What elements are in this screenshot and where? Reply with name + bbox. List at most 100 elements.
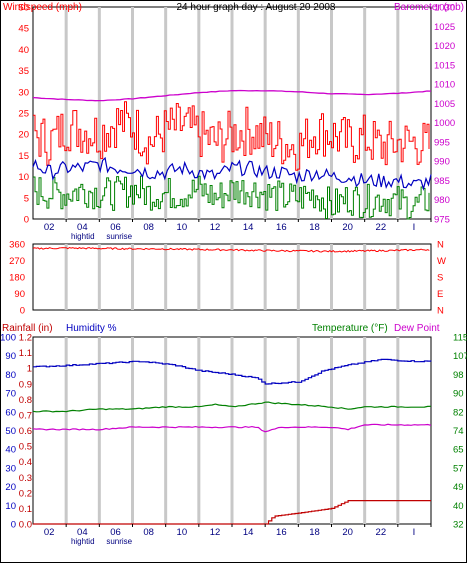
wind-y-tick-label: 40 xyxy=(18,45,29,56)
rainfall-axis-label: Rainfall (in) xyxy=(2,323,53,334)
temperature-y-tick-label: 82 xyxy=(453,407,464,418)
x-tick-label: 16 xyxy=(276,527,287,538)
x-tick-label: 12 xyxy=(210,527,221,538)
wind-y-tick-label: 20 xyxy=(18,130,29,141)
x-tick-label: 10 xyxy=(177,527,188,538)
wind-y-tick-label: 30 xyxy=(18,87,29,98)
compass-tick-label: W xyxy=(437,256,446,267)
baro-y-tick-label: 1025 xyxy=(434,22,455,33)
humidity-y-tick-label: 10 xyxy=(5,501,16,512)
x-tick-label: 10 xyxy=(177,222,188,233)
compass-tick-label: N xyxy=(437,306,444,317)
temperature-y-tick-label: 40 xyxy=(453,501,464,512)
baro-y-tick-label: 1030 xyxy=(434,3,455,14)
x-tick-label: I xyxy=(413,527,416,538)
rain-y-tick-label: 0.4 xyxy=(19,457,32,468)
sunrise-label: sunrise xyxy=(106,537,132,546)
chart-title: 24 hour graph day : August 20 2008 xyxy=(176,2,335,13)
rain-y-tick-label: 0.5 xyxy=(19,442,32,453)
compass-tick-label: S xyxy=(437,273,443,284)
x-tick-label: 08 xyxy=(143,527,154,538)
humidity-y-tick-label: 60 xyxy=(5,407,16,418)
rain-y-tick-label: 0.0 xyxy=(19,520,32,531)
temperature-y-tick-label: 90 xyxy=(453,389,464,400)
wind-y-tick-label: 50 xyxy=(18,3,29,14)
humidity-y-tick-label: 90 xyxy=(5,351,16,362)
series-temperature xyxy=(32,401,432,413)
x-tick-label: 22 xyxy=(376,527,387,538)
x-tick-label: 14 xyxy=(243,527,254,538)
x-tick-label: I xyxy=(413,222,416,233)
series-average xyxy=(32,156,432,191)
series-dewpoint xyxy=(32,423,432,433)
direction-y-tick-label: 270 xyxy=(9,256,25,267)
baro-y-tick-label: 1000 xyxy=(434,118,455,129)
x-tick-label: 18 xyxy=(309,222,320,233)
hightid-label: hightid xyxy=(71,232,95,241)
temperature-y-tick-label: 32 xyxy=(453,520,464,531)
humidity-y-tick-label: 70 xyxy=(5,389,16,400)
humidity-y-tick-label: 40 xyxy=(5,445,16,456)
x-tick-label: 04 xyxy=(77,527,88,538)
temperature-y-tick-label: 115 xyxy=(453,333,467,344)
hightid-label: hightid xyxy=(71,537,95,546)
wind-y-tick-label: 15 xyxy=(18,151,29,162)
wind-y-tick-label: 45 xyxy=(18,24,29,35)
x-tick-label: 02 xyxy=(44,527,55,538)
rain-y-tick-label: 0.9 xyxy=(19,379,32,390)
dewpoint-axis-label: Dew Point xyxy=(394,323,440,334)
x-tick-label: 08 xyxy=(143,222,154,233)
x-tick-label: 06 xyxy=(110,222,121,233)
rain-y-tick-label: 0.6 xyxy=(19,426,32,437)
baro-y-tick-label: 980 xyxy=(434,195,450,206)
wind-y-tick-label: 10 xyxy=(18,172,29,183)
compass-tick-label: E xyxy=(437,289,443,300)
barometer-axis-label: Barometer (mb) xyxy=(394,2,464,13)
x-tick-label: 04 xyxy=(77,222,88,233)
baro-y-tick-label: 1010 xyxy=(434,80,455,91)
humidity-y-tick-label: 30 xyxy=(5,463,16,474)
series-gust xyxy=(33,101,430,171)
temperature-y-tick-label: 98 xyxy=(453,370,464,381)
x-tick-label: 06 xyxy=(110,527,121,538)
rain-y-tick-label: 0.8 xyxy=(19,395,32,406)
x-tick-label: 16 xyxy=(276,222,287,233)
direction-y-tick-label: 0 xyxy=(20,306,25,317)
x-tick-label: 22 xyxy=(376,222,387,233)
x-tick-label: 20 xyxy=(342,222,353,233)
humidity-y-tick-label: 80 xyxy=(5,370,16,381)
baro-y-tick-label: 985 xyxy=(434,176,450,187)
rain-y-tick-label: 1.2 xyxy=(19,333,32,344)
direction-y-tick-label: 180 xyxy=(9,273,25,284)
baro-y-tick-label: 1020 xyxy=(434,41,455,52)
humidity-y-tick-label: 20 xyxy=(5,482,16,493)
series-low xyxy=(33,175,430,220)
temperature-y-tick-label: 65 xyxy=(453,445,464,456)
baro-y-tick-label: 995 xyxy=(434,137,450,148)
temperature-y-tick-label: 74 xyxy=(453,426,464,437)
humidity-y-tick-label: 0 xyxy=(11,520,16,531)
compass-tick-label: N xyxy=(437,240,444,251)
temperature-y-tick-label: 57 xyxy=(453,463,464,474)
baro-y-tick-label: 990 xyxy=(434,157,450,168)
x-tick-label: 14 xyxy=(243,222,254,233)
temperature-y-tick-label: 107 xyxy=(453,351,467,362)
series-direction xyxy=(32,246,430,253)
x-tick-label: 20 xyxy=(342,527,353,538)
windspeed-axis-label: Windspeed (mph) xyxy=(3,2,82,13)
direction-y-tick-label: 360 xyxy=(9,240,25,251)
humidity-y-tick-label: 50 xyxy=(5,426,16,437)
rain-y-tick-label: 0.3 xyxy=(19,473,32,484)
rain-y-tick-label: 1 xyxy=(27,364,32,375)
rain-y-tick-label: 0.2 xyxy=(19,488,32,499)
temperature-y-tick-label: 49 xyxy=(453,482,464,493)
direction-y-tick-label: 90 xyxy=(14,289,25,300)
baro-y-tick-label: 1005 xyxy=(434,99,455,110)
baro-y-tick-label: 1015 xyxy=(434,60,455,71)
x-tick-label: 02 xyxy=(44,222,55,233)
x-tick-label: 18 xyxy=(309,527,320,538)
temperature-axis-label: Temperature (°F) xyxy=(312,323,388,334)
wind-y-tick-label: 5 xyxy=(24,193,29,204)
series-barometer xyxy=(32,89,432,102)
